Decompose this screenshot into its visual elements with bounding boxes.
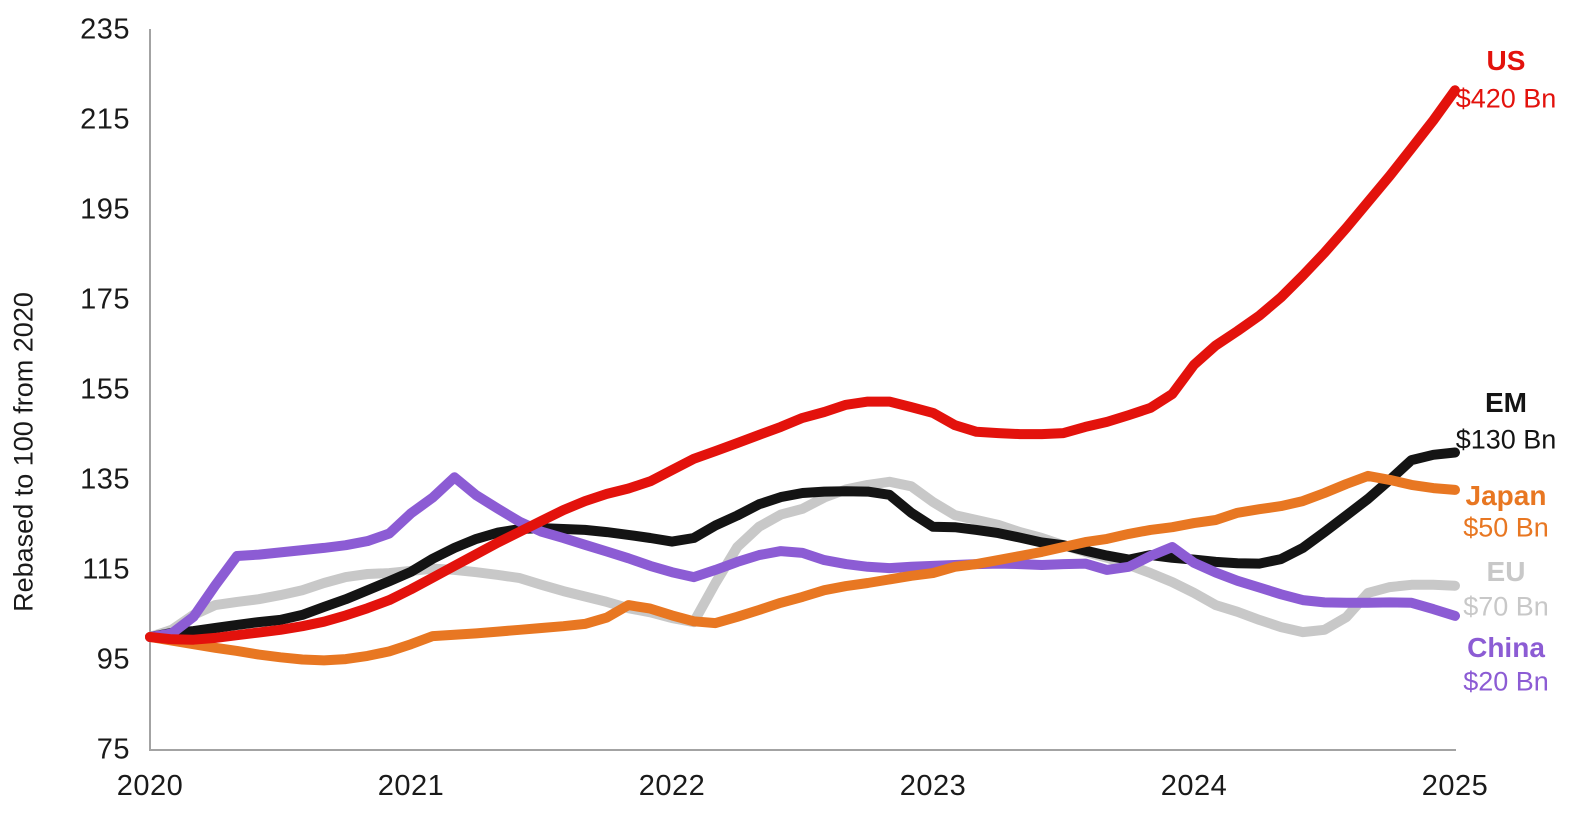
series-value-us: $420 Bn: [1455, 83, 1557, 114]
series-label-eu: EU: [1486, 556, 1526, 587]
series-label-japan: Japan: [1465, 480, 1547, 511]
x-axis-tick-label: 2022: [638, 770, 706, 802]
y-axis-tick-label: 95: [96, 643, 130, 675]
y-axis-tick-label: 75: [96, 733, 130, 765]
line-series-china: [145, 472, 1460, 642]
x-axis-tick-label: 2024: [1160, 770, 1228, 802]
series-label-us: US: [1486, 45, 1526, 76]
x-axis-tick-label: 2021: [377, 770, 445, 802]
y-axis-tick-label: 175: [80, 283, 130, 315]
y-axis-tick-label: 215: [80, 103, 130, 135]
series-label-china: China: [1467, 632, 1545, 663]
line-series-em: [145, 447, 1460, 642]
y-axis-tick-label: 235: [80, 13, 130, 45]
series-label-em: EM: [1485, 387, 1527, 418]
y-axis-tick-label: 135: [80, 463, 130, 495]
x-axis-tick-label: 2023: [899, 770, 967, 802]
y-axis-tick-label: 115: [82, 553, 130, 585]
x-axis-tick-label: 2025: [1421, 770, 1489, 802]
line-series-us: [145, 85, 1460, 645]
series-value-em: $130 Bn: [1455, 424, 1557, 455]
series-value-japan: $50 Bn: [1463, 512, 1549, 543]
line-series-japan: [145, 470, 1460, 666]
y-axis-tick-label: 195: [80, 193, 130, 225]
x-axis-tick-label: 2020: [116, 770, 184, 802]
line-series-eu: [145, 476, 1460, 642]
y-axis-tick-label: 155: [80, 373, 130, 405]
series-value-china: $20 Bn: [1463, 666, 1549, 697]
series-value-eu: $70 Bn: [1463, 591, 1549, 622]
